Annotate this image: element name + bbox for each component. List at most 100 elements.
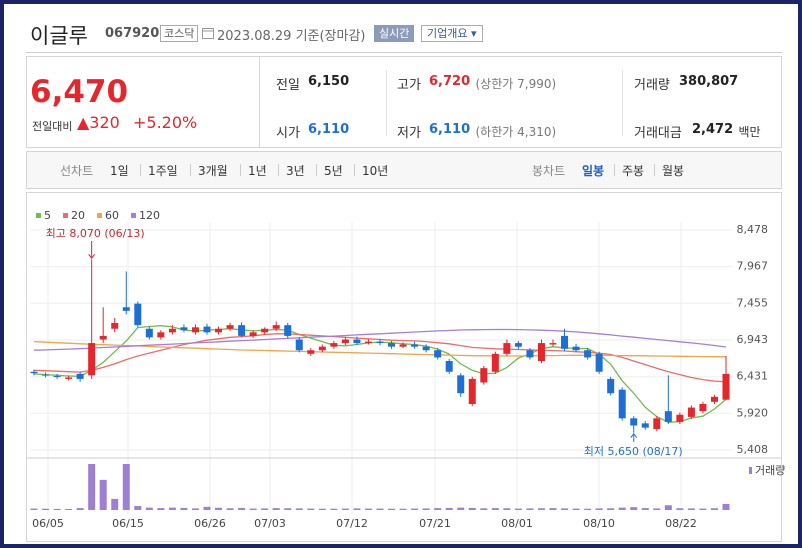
legend-swatch [36,213,41,218]
volume-bar [722,503,730,510]
candle-body [65,377,73,379]
tab[interactable]: 1주일 [148,164,178,178]
tab-bar [26,151,782,189]
chart-panel [26,192,782,542]
volume-bar [99,479,107,510]
candle-body [99,335,107,340]
volume-bar [457,507,465,510]
candle-body [549,343,557,345]
volume-bar [76,508,84,510]
candle-body [180,327,188,331]
volume-bar [595,508,603,510]
change-caption: 전일대비 [32,120,73,133]
legend-swatch [63,213,68,218]
candle-body [295,339,303,351]
volume-bar [53,508,61,510]
candle-body [215,328,223,333]
y-tick-label: 7,455 [737,296,769,309]
candle-body [572,346,580,351]
tab[interactable]: 10년 [362,164,389,178]
candle-body [134,303,142,326]
tab[interactable]: 5년 [324,164,343,178]
volume-bar [272,508,280,510]
candle-body [203,326,211,333]
candle-body [341,339,349,344]
candle-body [399,344,407,347]
volume-bar [687,508,695,510]
change-pct: +5.20% [133,113,198,132]
x-tick-label: 06/05 [32,517,64,530]
volume-bar [65,509,73,510]
tab[interactable]: 3년 [286,164,305,178]
volume-bar [399,508,407,510]
candle-body [457,375,465,394]
x-tick-label: 07/12 [336,517,368,530]
candle-body [641,423,649,428]
candle-body [422,346,430,351]
cell-label: 시가 [276,126,300,141]
volume-bar [422,508,430,510]
company-button[interactable]: 기업개요 ▾ [421,25,483,42]
candle-body [699,403,707,412]
volume-bar [514,508,522,510]
volume-bar [584,508,592,510]
candle-body [468,378,476,404]
volume-bar [468,507,476,510]
candle-body [272,325,280,329]
candle-body [514,343,522,347]
calendar-icon [202,28,214,39]
candle-body [526,350,534,358]
ma-line [33,328,727,351]
legend-label: 120 [139,209,160,222]
candle-body [584,350,592,358]
y-tick-label: 7,967 [737,260,769,273]
cell-value: 6,150 [308,74,350,89]
legend-label: 20 [71,209,85,222]
divider [354,164,355,176]
y-tick-label: 5,408 [737,443,769,456]
divider [140,164,141,176]
volume-bar [191,508,199,510]
volume-bar [699,508,707,510]
candle-body [53,376,61,378]
volume-bar [664,505,672,510]
volume-bar [168,507,176,510]
volume-bar [376,508,384,510]
divider [654,164,655,176]
volume-bar [284,508,292,510]
volume-bar [572,508,580,510]
change: ▲320 [77,113,120,132]
divider [386,70,387,136]
price: 6,470 [30,74,129,110]
cell-note: (하한가 4,310) [475,125,557,139]
volume-bar [203,506,211,510]
candle-body [330,343,338,347]
candle-body [261,328,269,333]
cell-label: 거래대금 [634,126,682,141]
realtime-button[interactable]: 실시간 [374,25,415,42]
tab[interactable]: 1일 [110,164,129,178]
tab[interactable]: 일봉 [582,164,605,178]
volume-label: 거래량 [755,464,785,477]
volume-bar [111,498,119,510]
tab[interactable]: 1년 [248,164,267,178]
candle-body [191,327,199,333]
candle-body [238,325,246,336]
stock-name: 이글루 [30,24,88,48]
cell-label: 전일 [276,78,300,93]
tab[interactable]: 3개월 [198,164,228,178]
volume-swatch [749,467,752,474]
volume-bar [330,508,338,510]
x-tick-label: 06/15 [112,517,144,530]
volume-bar [42,508,50,510]
cell-label: 고가 [397,78,421,93]
x-tick-label: 08/10 [583,517,615,530]
volume-bar [561,508,569,510]
tab[interactable]: 주봉 [622,164,645,178]
x-tick-label: 07/03 [254,517,286,530]
candle-body [653,418,661,430]
volume-bar [710,508,718,510]
market-badge: 코스닥 [160,25,199,42]
tab[interactable]: 월봉 [662,164,685,178]
